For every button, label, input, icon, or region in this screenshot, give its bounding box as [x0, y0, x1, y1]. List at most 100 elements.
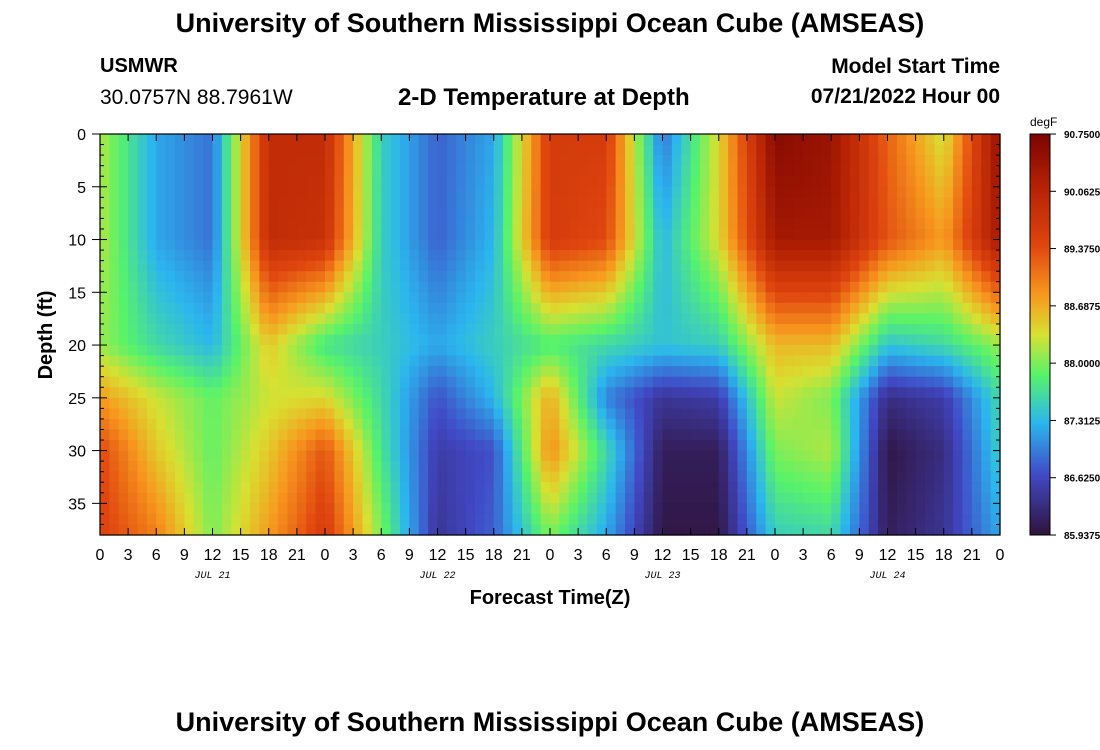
heatmap-cell [859, 345, 870, 357]
heatmap-cell [203, 250, 214, 262]
heatmap-cell [850, 155, 860, 167]
heatmap-cell [184, 155, 195, 167]
heatmap-cell [662, 144, 673, 156]
heatmap-cell [812, 429, 823, 441]
heatmap-cell [915, 524, 926, 536]
heatmap-cell [212, 492, 223, 504]
heatmap-cell [371, 186, 382, 198]
heatmap-cell [512, 345, 523, 357]
heatmap-cell [540, 376, 551, 388]
heatmap-cell [793, 144, 804, 156]
heatmap-cell [343, 355, 354, 367]
heatmap-cell [268, 176, 279, 188]
heatmap-cell [437, 429, 448, 441]
heatmap-cell [943, 513, 954, 526]
heatmap-cell [512, 492, 523, 504]
heatmap-cell [906, 503, 917, 515]
heatmap-cell [343, 513, 354, 526]
x-tick-label: 9 [630, 547, 639, 564]
heatmap-cell [971, 440, 982, 452]
heatmap-cell [156, 513, 167, 526]
heatmap-cell [456, 492, 467, 504]
heatmap-cell [559, 197, 570, 209]
heatmap-cell [231, 260, 242, 272]
heatmap-cell [137, 313, 148, 325]
heatmap-cell [109, 292, 120, 304]
heatmap-cell [353, 387, 364, 399]
heatmap-cell [118, 197, 129, 209]
heatmap-cell [250, 260, 260, 272]
heatmap-cell [671, 334, 682, 346]
heatmap-cell [446, 228, 457, 241]
heatmap-cell [175, 186, 185, 198]
heatmap-cell [437, 418, 448, 431]
heatmap-cell [925, 260, 935, 272]
heatmap-cell [878, 387, 889, 399]
heatmap-cell [943, 292, 954, 304]
heatmap-cell [175, 408, 185, 420]
heatmap-cell [540, 355, 551, 367]
heatmap-cell [475, 461, 485, 473]
heatmap-cell [493, 503, 504, 515]
heatmap-cell [775, 176, 785, 188]
heatmap-cell [240, 513, 251, 526]
heatmap-cell [278, 292, 289, 304]
heatmap-cell [784, 155, 795, 167]
heatmap-cell [765, 482, 776, 494]
heatmap-cell [896, 239, 907, 251]
heatmap-cell [231, 165, 242, 177]
heatmap-cell [868, 429, 879, 441]
heatmap-cell [278, 440, 289, 452]
heatmap-cell [512, 323, 523, 336]
heatmap-cell [878, 260, 889, 272]
heatmap-cell [756, 387, 767, 399]
heatmap-cell [662, 408, 673, 420]
heatmap-cell [184, 207, 195, 220]
heatmap-cell [859, 218, 870, 230]
heatmap-cell [568, 186, 579, 198]
heatmap-cell [371, 323, 382, 336]
heatmap-cell [671, 260, 682, 272]
heatmap-cell [325, 218, 335, 230]
heatmap-cell [887, 471, 898, 483]
heatmap-cell [381, 492, 392, 504]
heatmap-cell [990, 387, 1001, 399]
heatmap-cell [128, 408, 139, 420]
heatmap-cell [559, 461, 570, 473]
heatmap-cell [231, 155, 242, 167]
heatmap-cell [428, 492, 439, 504]
heatmap-cell [578, 186, 589, 198]
heatmap-cell [915, 239, 926, 251]
heatmap-cell [653, 387, 664, 399]
heatmap-cell [850, 418, 860, 431]
heatmap-cell [625, 228, 635, 241]
heatmap-cell [596, 397, 607, 409]
heatmap-cell [868, 450, 879, 462]
heatmap-cell [165, 366, 176, 378]
heatmap-cell [268, 197, 279, 209]
heatmap-cell [109, 492, 120, 504]
heatmap-cell [925, 366, 935, 378]
heatmap-cell [390, 429, 401, 441]
heatmap-cell [915, 513, 926, 526]
heatmap-cell [578, 334, 589, 346]
heatmap-cell [775, 440, 785, 452]
heatmap-cell [915, 313, 926, 325]
heatmap-cell [203, 271, 214, 283]
heatmap-cell [128, 440, 139, 452]
heatmap-cell [175, 323, 185, 336]
heatmap-cell [690, 302, 701, 314]
heatmap-cell [400, 207, 410, 220]
heatmap-cell [493, 345, 504, 357]
heatmap-cell [268, 524, 279, 536]
heatmap-cell [615, 418, 626, 431]
heatmap-cell [737, 165, 748, 177]
heatmap-cell [859, 418, 870, 431]
heatmap-cell [540, 429, 551, 441]
heatmap-cell [278, 461, 289, 473]
heatmap-cell [709, 323, 720, 336]
heatmap-cell [193, 250, 204, 262]
heatmap-cell [231, 176, 242, 188]
heatmap-cell [793, 197, 804, 209]
heatmap-cell [803, 408, 814, 420]
